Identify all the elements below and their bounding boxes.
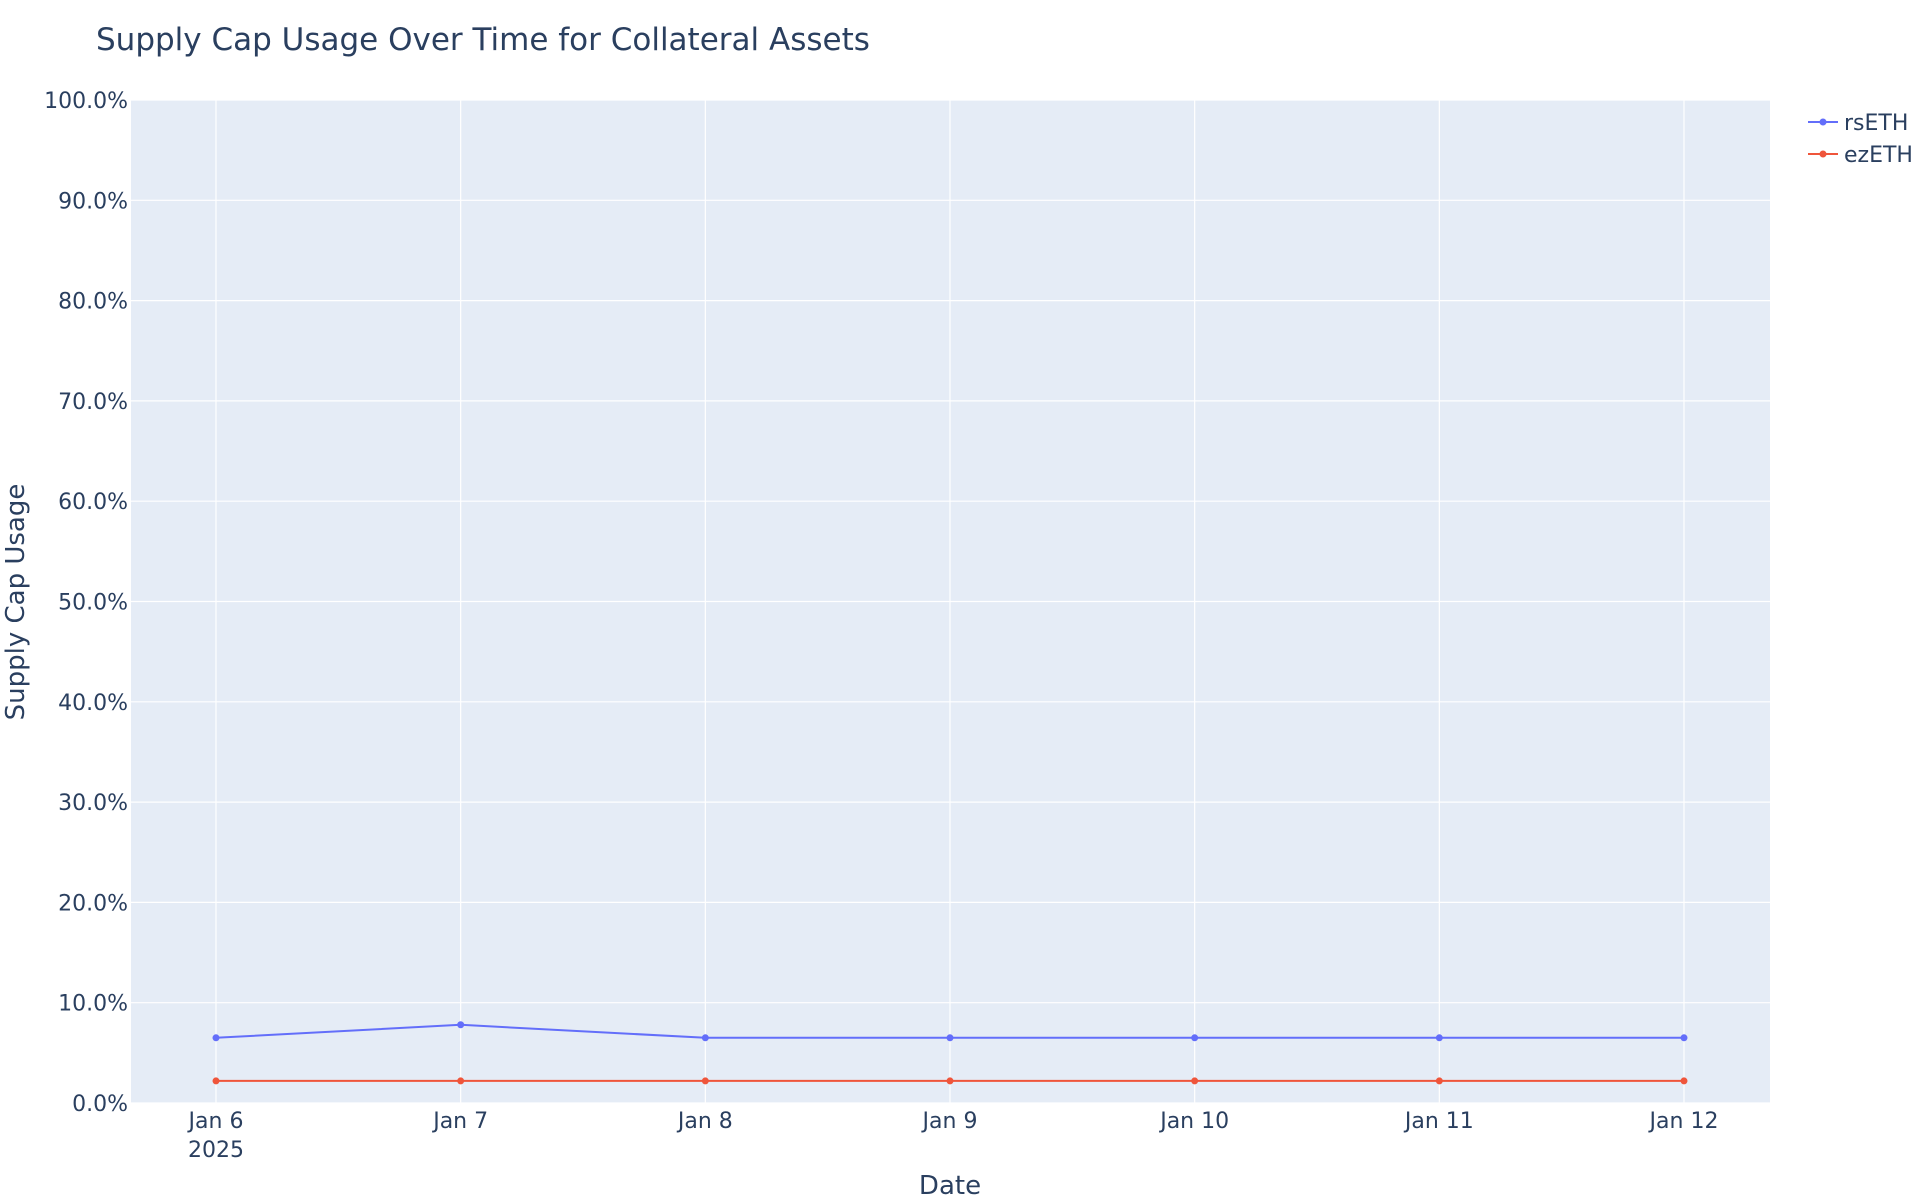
data-point	[457, 1021, 465, 1029]
y-tick-label: 50.0%	[58, 591, 128, 616]
legend-marker	[1819, 150, 1827, 158]
series-layer	[212, 1021, 1688, 1085]
data-point	[701, 1077, 709, 1085]
chart-title: Supply Cap Usage Over Time for Collatera…	[96, 22, 870, 58]
legend: rsETH ezETH	[1808, 111, 1913, 168]
data-point	[1680, 1077, 1688, 1085]
x-tick-label: Jan 11	[1403, 1109, 1474, 1134]
data-point	[457, 1077, 465, 1085]
series-ezETH	[212, 1077, 1688, 1085]
data-point	[1191, 1034, 1199, 1042]
legend-item-rsETH[interactable]: rsETH	[1808, 111, 1908, 136]
data-point	[1191, 1077, 1199, 1085]
y-tick-label: 10.0%	[58, 992, 128, 1017]
y-tick-label: 80.0%	[58, 290, 128, 315]
y-tick-label: 0.0%	[72, 1092, 128, 1117]
data-point	[701, 1034, 709, 1042]
x-axis: Jan 6 Jan 7 Jan 8 Jan 9 Jan 10 Jan 11 Jan 12 20…	[187, 1109, 1719, 1163]
grid	[131, 99, 1770, 1104]
y-tick-label: 40.0%	[58, 691, 128, 716]
y-tick-label: 70.0%	[58, 390, 128, 415]
legend-label: rsETH	[1844, 111, 1908, 136]
data-point	[1435, 1034, 1443, 1042]
data-point	[1435, 1077, 1443, 1085]
data-point	[1680, 1034, 1688, 1042]
x-tick-label: Jan 6	[187, 1109, 244, 1134]
series-rsETH	[212, 1021, 1688, 1042]
y-tick-label: 60.0%	[58, 490, 128, 515]
data-point	[212, 1034, 220, 1042]
legend-item-ezETH[interactable]: ezETH	[1808, 143, 1913, 168]
x-tick-label: Jan 8	[676, 1109, 733, 1134]
data-point	[212, 1077, 220, 1085]
y-tick-label: 30.0%	[58, 791, 128, 816]
data-point	[946, 1077, 954, 1085]
legend-label: ezETH	[1844, 143, 1913, 168]
y-axis: 0.0% 10.0% 20.0% 30.0% 40.0% 50.0% 60.0% 70.0% 8…	[44, 89, 128, 1117]
x-tick-label: Jan 7	[431, 1109, 488, 1134]
x-tick-year-label: 2025	[188, 1138, 244, 1163]
x-tick-label: Jan 9	[921, 1109, 978, 1134]
y-tick-label: 90.0%	[58, 189, 128, 214]
legend-marker	[1819, 118, 1827, 126]
data-point	[946, 1034, 954, 1042]
x-tick-label: Jan 12	[1648, 1109, 1719, 1134]
x-tick-label: Jan 10	[1158, 1109, 1229, 1134]
x-axis-title: Date	[919, 1171, 981, 1200]
y-tick-label: 100.0%	[44, 89, 128, 114]
y-tick-label: 20.0%	[58, 891, 128, 916]
y-axis-title: Supply Cap Usage	[1, 484, 31, 721]
